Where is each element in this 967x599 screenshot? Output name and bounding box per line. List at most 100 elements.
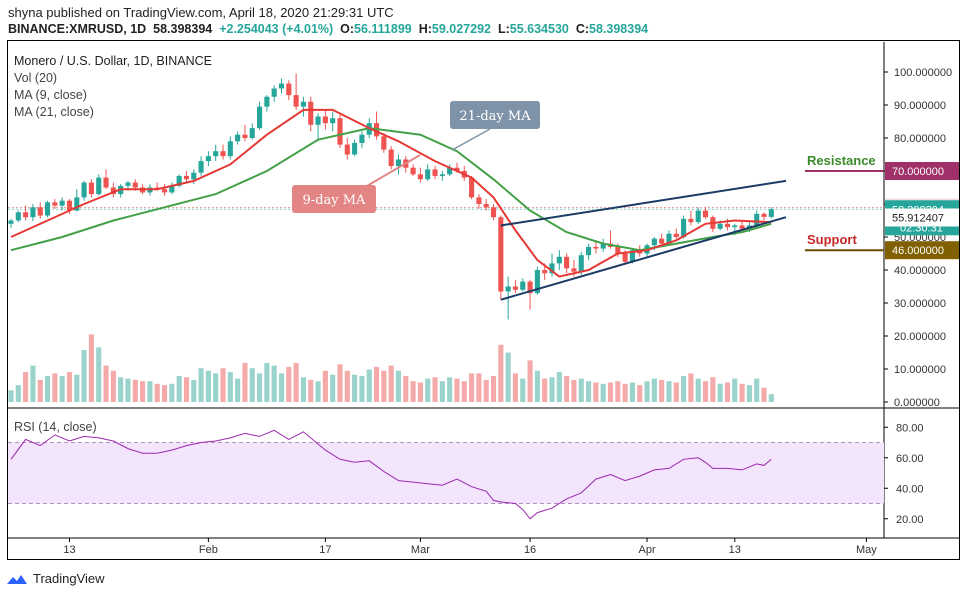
volume-bar: [607, 382, 614, 402]
publisher-line: shyna published on TradingView.com, Apri…: [8, 5, 394, 20]
candle-body: [337, 118, 343, 145]
candle-body: [542, 270, 548, 274]
candle-body: [490, 207, 497, 218]
volume-bar: [257, 373, 263, 402]
volume-bar: [622, 383, 628, 402]
price-label-text: 70.000000: [892, 166, 944, 178]
candle-body: [235, 134, 241, 142]
volume-bar: [710, 377, 716, 402]
volume-bar: [417, 382, 423, 402]
candle-body: [702, 210, 709, 218]
candle-body: [688, 218, 694, 223]
volume-bar: [96, 347, 102, 402]
volume-bar: [66, 372, 73, 402]
candle-body: [593, 246, 599, 249]
candle-body: [483, 204, 489, 208]
candle-body: [37, 207, 43, 216]
candle-body: [571, 268, 577, 272]
candle-body: [673, 233, 679, 237]
volume-bar: [154, 383, 160, 402]
candle-body: [564, 256, 570, 269]
date-tick-label: 13: [729, 544, 741, 556]
date-tick-label: Feb: [199, 544, 218, 556]
volume-bar: [724, 382, 731, 402]
volume-bar: [359, 376, 365, 402]
candle-body: [205, 156, 211, 162]
candle-body: [659, 238, 665, 244]
volume-bar: [651, 378, 657, 402]
ma21-callout-pointer: [451, 128, 491, 151]
candle-body: [271, 88, 277, 97]
candle-body: [88, 182, 94, 195]
candle-body: [242, 134, 248, 138]
resistance-label: Resistance: [807, 153, 876, 168]
volume-bar: [476, 373, 482, 402]
volume-bar: [103, 365, 109, 402]
legend-ma9: MA (9, close): [14, 88, 87, 102]
legend-rsi: RSI (14, close): [14, 420, 97, 434]
volume-bar: [366, 369, 372, 402]
volume-bar: [556, 372, 562, 402]
candle-body: [629, 250, 635, 262]
volume-bar: [512, 373, 519, 402]
candle-body: [308, 101, 314, 125]
volume-bar: [81, 350, 87, 402]
volume-bar: [198, 368, 204, 402]
candle-body: [59, 200, 65, 206]
volume-bar: [286, 366, 292, 402]
volume-bar: [125, 378, 131, 402]
volume-bar: [344, 370, 350, 402]
candle-body: [264, 96, 270, 107]
volume-bar: [74, 374, 80, 402]
volume-bar: [754, 378, 760, 402]
price-label-box: [885, 162, 959, 180]
candle-body: [220, 151, 226, 157]
volume-bar: [571, 379, 577, 402]
volume-bar: [293, 363, 299, 402]
volume-bar: [490, 376, 497, 402]
volume-bar: [110, 370, 116, 402]
candle-body: [549, 263, 555, 274]
symbol: BINANCE:XMRUSD, 1D: [8, 22, 147, 36]
price-tick-label: 30.000000: [894, 298, 946, 310]
volume-bar: [395, 370, 402, 402]
price-label-text: 46.000000: [892, 245, 944, 257]
volume-bar: [739, 383, 745, 402]
volume-bar: [498, 344, 504, 402]
candle-body: [505, 286, 511, 292]
volume-bar: [147, 381, 153, 402]
candle-body: [395, 159, 402, 167]
candle-body: [74, 197, 80, 211]
high-value: 59.027292: [431, 22, 491, 36]
chart-title: Monero / U.S. Dollar, 1D, BINANCE: [14, 54, 212, 68]
volume-bar: [425, 378, 431, 402]
candle-body: [44, 202, 51, 216]
candle-body: [110, 187, 116, 195]
candle-body: [739, 225, 745, 229]
rsi-tick-label: 60.00: [896, 453, 924, 465]
volume-bar: [673, 382, 679, 402]
volume-bar: [593, 382, 599, 402]
candle-body: [183, 175, 190, 180]
volume-bar: [176, 376, 182, 402]
volume-bar: [30, 365, 36, 402]
candle-body: [388, 149, 394, 167]
volume-bar: [242, 363, 248, 402]
price-tick-label: 80.000000: [894, 133, 946, 145]
candle-body: [352, 142, 358, 155]
candle-body: [169, 185, 175, 193]
candle-body: [578, 255, 584, 272]
close-value: 58.398394: [589, 22, 649, 36]
price-label-box: [885, 241, 959, 260]
rsi-tick-label: 20.00: [896, 514, 924, 526]
candle-body: [300, 101, 306, 107]
candle-body: [125, 182, 131, 186]
volume-bar: [761, 387, 767, 402]
volume-bar: [161, 385, 168, 402]
volume-bar: [439, 381, 445, 402]
candle-body: [198, 161, 204, 173]
candle-body: [66, 200, 73, 211]
candle-body: [520, 281, 526, 290]
volume-bar: [447, 377, 453, 402]
